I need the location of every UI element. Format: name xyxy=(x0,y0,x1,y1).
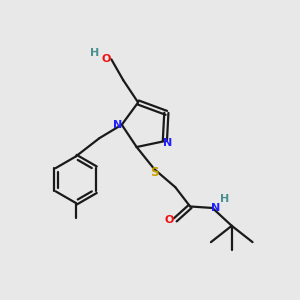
Text: N: N xyxy=(113,120,122,130)
Text: N: N xyxy=(211,203,220,213)
Text: O: O xyxy=(101,54,111,64)
Text: S: S xyxy=(150,167,159,179)
Text: H: H xyxy=(220,194,230,204)
Text: N: N xyxy=(163,138,172,148)
Text: O: O xyxy=(164,215,173,225)
Text: H: H xyxy=(90,48,100,58)
